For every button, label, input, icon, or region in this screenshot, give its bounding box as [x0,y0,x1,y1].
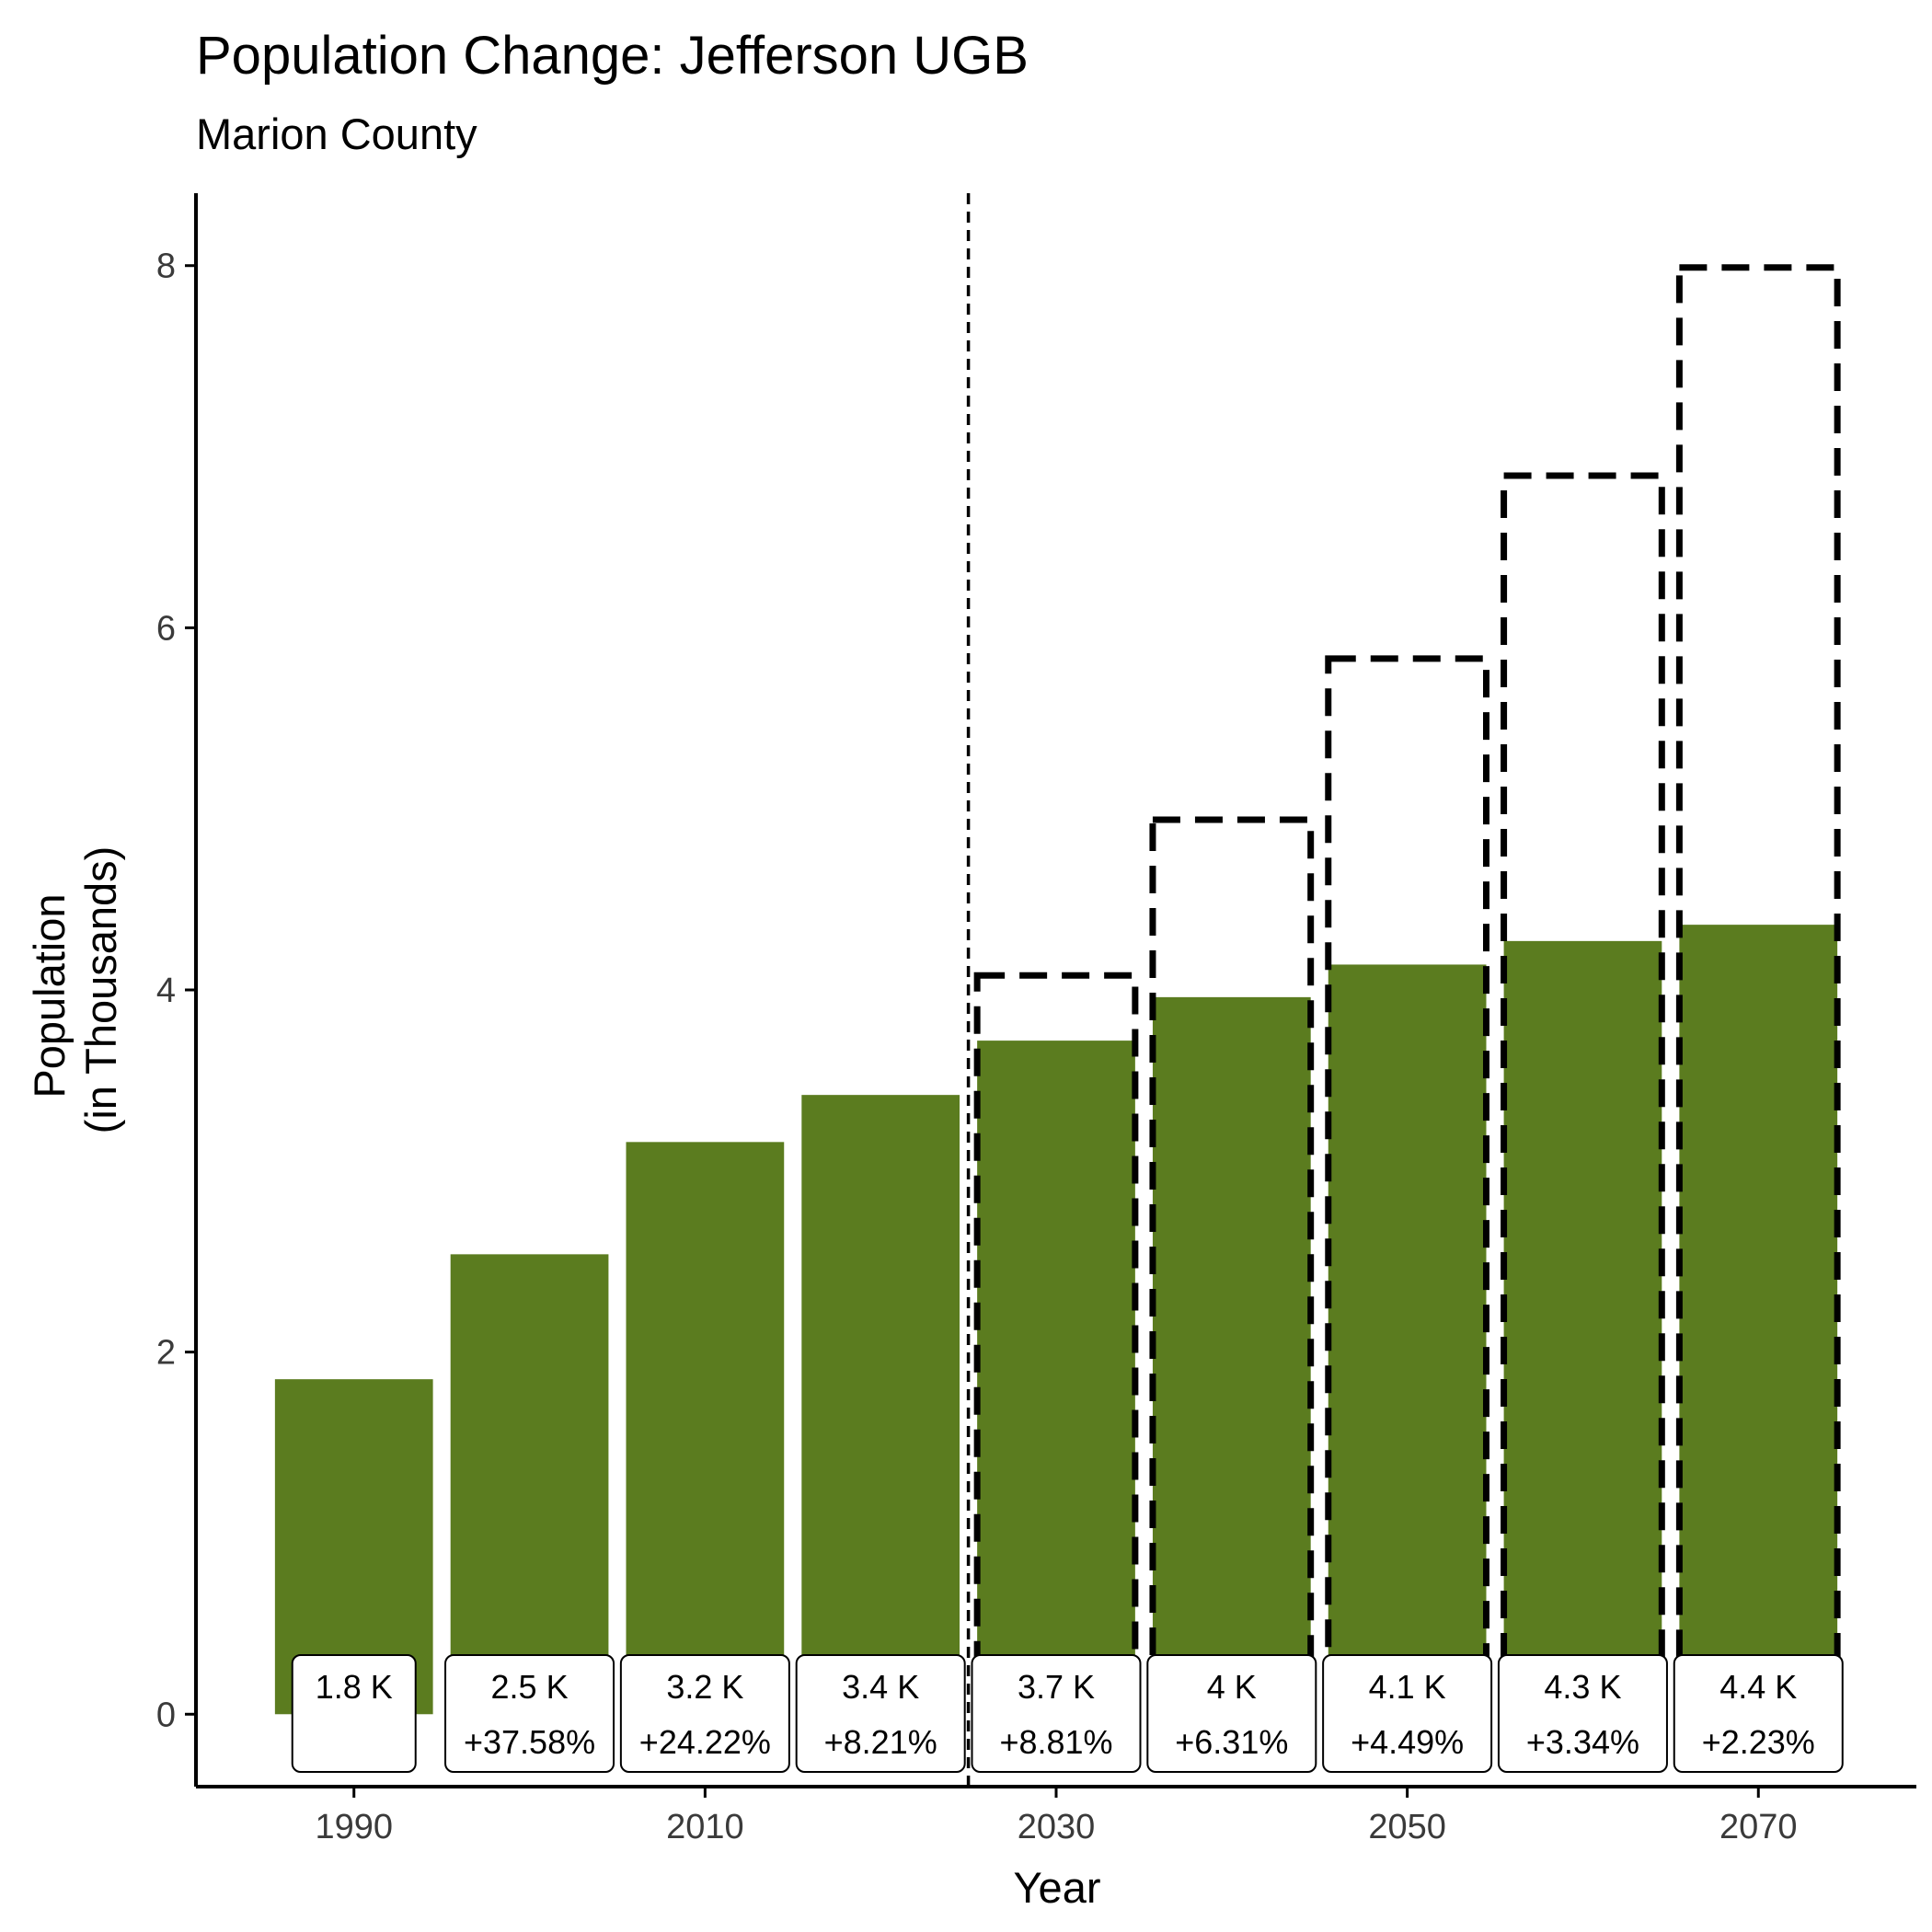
data-label-box-2060 [1497,1654,1668,1773]
dashed-bar-2060 [1501,472,1665,1718]
y-tick-label-0: 0 [156,1696,176,1734]
data-label-value-2040: 4 K [1207,1668,1257,1706]
data-label-value-2000: 2.5 K [491,1668,569,1706]
plot-area: 1.8 K 2.5 K +37.58% 3.2 K +24.22% 3.4 K +8.21%… [156,193,1916,1846]
data-label-box-2070 [1673,1654,1844,1773]
dashed-bar-2040 [1149,816,1315,1718]
x-tick-label-2010: 2010 [666,1808,744,1846]
data-label-box-2000 [444,1654,615,1773]
data-label-value-1990: 1.8 K [316,1668,393,1706]
bar-2010 [626,1142,785,1715]
bar-2040 [1152,996,1311,1715]
y-axis-title: Population (in Thousands) [25,846,125,1134]
chart-subtitle: Marion County [196,109,477,158]
data-label-value-2010: 3.2 K [666,1668,743,1706]
x-tick-label-2030: 2030 [1018,1808,1096,1846]
x-axis-title: Year [1014,1863,1101,1912]
data-label-change-2060: +3.34% [1526,1723,1639,1761]
data-label-value-2020: 3.4 K [842,1668,919,1706]
data-label-box-2010 [619,1654,790,1773]
bar-2020 [801,1095,960,1715]
y-tick-label-4: 4 [156,972,176,1010]
y-tick-label-6: 6 [156,609,176,648]
data-label-box-1990 [291,1654,417,1773]
data-label-change-2010: +24.22% [639,1723,771,1761]
data-label-box-2030 [971,1654,1142,1773]
data-label-box-2020 [795,1654,966,1773]
y-axis-title-line-2: (in Thousands) [76,846,125,1134]
data-label-box-2040 [1146,1654,1317,1773]
data-label-value-2050: 4.1 K [1369,1668,1446,1706]
x-tick-label-1990: 1990 [315,1808,393,1846]
data-label-box-2050 [1322,1654,1493,1773]
bar-2000 [450,1254,609,1715]
bar-2050 [1328,964,1487,1715]
data-label-change-2030: +8.81% [999,1723,1112,1761]
bar-2070 [1679,925,1838,1715]
bar-2030 [977,1041,1135,1715]
chart-title: Population Change: Jefferson UGB [196,26,1029,86]
data-label-value-2070: 4.4 K [1719,1668,1797,1706]
bar-2060 [1503,940,1662,1715]
x-tick-label-2050: 2050 [1368,1808,1446,1846]
y-axis-title-line-1: Population [25,893,74,1098]
data-label-value-2060: 4.3 K [1544,1668,1621,1706]
data-label-change-2000: +37.58% [464,1723,595,1761]
data-label-value-2030: 3.7 K [1018,1668,1095,1706]
y-tick-label-8: 8 [156,247,176,286]
data-label-change-2040: +6.31% [1175,1723,1288,1761]
x-tick-label-2070: 2070 [1719,1808,1798,1846]
data-label-change-2020: +8.21% [824,1723,937,1761]
data-label-change-2070: +2.23% [1702,1723,1815,1761]
data-label-change-2050: +4.49% [1351,1723,1464,1761]
y-tick-label-2: 2 [156,1334,176,1373]
